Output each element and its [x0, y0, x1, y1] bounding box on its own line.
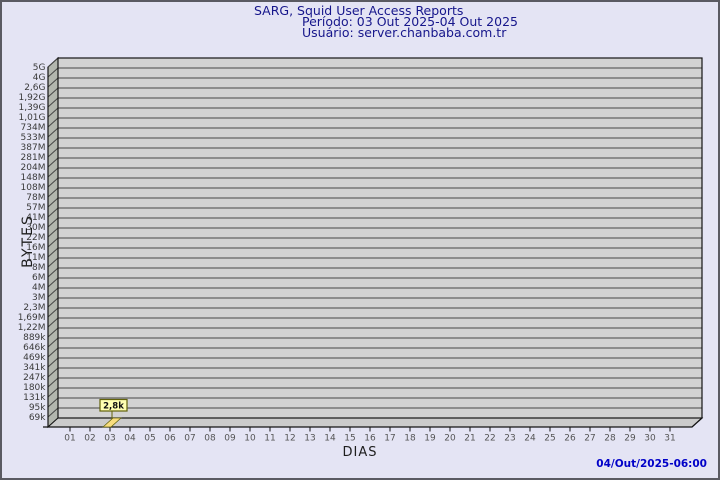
x-tick-label: 03	[104, 434, 115, 444]
y-tick-label: 387M	[21, 143, 46, 153]
y-tick-label: 5G	[33, 63, 46, 73]
x-tick-label: 10	[244, 434, 256, 444]
y-tick-label: 247k	[23, 373, 46, 383]
x-tick-label: 13	[304, 434, 315, 444]
x-tick-label: 31	[664, 434, 675, 444]
plot-floor	[46, 417, 704, 428]
y-tick-connectors	[47, 57, 59, 418]
y-tick-label: 11M	[26, 253, 45, 263]
y-tick-label: 78M	[26, 193, 45, 203]
y-tick-label: 30M	[26, 223, 45, 233]
x-tick-label: 30	[644, 434, 656, 444]
x-tick-labels: 01 02 03 04 05 06 07 08 09 10 11 12 13 14 15 16 17 18 19 20…	[64, 434, 675, 444]
y-tick-label: 1,22M	[18, 323, 46, 333]
x-tick-label: 08	[204, 434, 216, 444]
x-tick-label: 04	[124, 434, 136, 444]
generated-timestamp: 04/Out/2025-06:00	[596, 458, 707, 470]
y-tick-label: 4M	[32, 283, 46, 293]
y-tick-label: 69k	[29, 413, 46, 423]
y-tick-label: 22M	[26, 233, 45, 243]
x-tick-label: 23	[504, 434, 515, 444]
y-grid	[58, 67, 702, 409]
x-tick-label: 20	[444, 434, 456, 444]
x-tick-label: 28	[604, 434, 616, 444]
y-tick-label: 204M	[21, 163, 46, 173]
y-tick-label: 889k	[23, 333, 46, 343]
plot-border	[57, 57, 703, 419]
y-tick-label: 2,3M	[23, 303, 45, 313]
report-period: Período: 03 Out 2025-04 Out 2025	[302, 14, 518, 29]
y-tick-label: 734M	[21, 123, 46, 133]
report-user: Usuário: server.chanbaba.com.tr	[302, 25, 507, 40]
x-tick-label: 14	[324, 434, 336, 444]
x-axis-line	[43, 417, 703, 428]
x-tick-label: 27	[584, 434, 595, 444]
x-tick-label: 06	[164, 434, 176, 444]
y-tick-label: 131k	[23, 393, 46, 403]
y-tick-label: 4G	[33, 73, 46, 83]
x-tick-label: 02	[84, 434, 95, 444]
x-axis-title: DIAS	[342, 445, 378, 460]
x-tick-label: 19	[424, 434, 436, 444]
y-tick-label: 8M	[32, 263, 46, 273]
x-tick-label: 22	[484, 434, 495, 444]
y-tick-label: 533M	[21, 133, 46, 143]
x-tick-label: 18	[404, 434, 416, 444]
y-tick-label: 1,39G	[18, 103, 45, 113]
y-tick-label: 3M	[32, 293, 46, 303]
x-tick-label: 29	[624, 434, 636, 444]
y-tick-label: 2,6G	[24, 83, 45, 93]
y-tick-label: 95k	[29, 403, 46, 413]
y-tick-label: 1,69M	[18, 313, 46, 323]
y-tick-label: 57M	[26, 203, 45, 213]
x-tick-label: 24	[524, 434, 536, 444]
x-tick-label: 11	[264, 434, 275, 444]
y-tick-label: 41M	[26, 213, 45, 223]
y-tick-label: 16M	[26, 243, 45, 253]
y-tick-label: 469k	[23, 353, 46, 363]
data-point-flag: 2,8k	[99, 398, 128, 428]
y-tick-label: 646k	[23, 343, 46, 353]
flag-wedge	[102, 417, 122, 428]
report-title: SARG, Squid User Access Reports	[254, 3, 464, 18]
x-tick-label: 26	[564, 434, 576, 444]
x-tick-label: 17	[384, 434, 395, 444]
x-tick-label: 01	[64, 434, 75, 444]
x-tick-label: 12	[284, 434, 295, 444]
y-tick-labels: 5G4G2,6G1,92G1,39G1,01G734M533M387M281M2…	[18, 63, 47, 423]
y-tick-label: 148M	[21, 173, 46, 183]
x-tick-label: 16	[364, 434, 376, 444]
x-tick-label: 15	[344, 434, 355, 444]
x-ticks	[69, 427, 671, 432]
y-axis-title: BYTES	[20, 214, 36, 268]
y-tick-label: 180k	[23, 383, 46, 393]
y-tick-label: 6M	[32, 273, 46, 283]
y-tick-label: 341k	[23, 363, 46, 373]
y-tick-label: 281M	[21, 153, 46, 163]
y-tick-label: 1,01G	[18, 113, 45, 123]
y-tick-label: 108M	[21, 183, 46, 193]
flag-value-label: 2,8k	[103, 402, 124, 412]
x-tick-label: 21	[464, 434, 475, 444]
x-tick-label: 25	[544, 434, 555, 444]
x-tick-label: 05	[144, 434, 155, 444]
y-tick-label: 1,92G	[18, 93, 45, 103]
x-tick-label: 07	[184, 434, 195, 444]
x-tick-label: 09	[224, 434, 236, 444]
flag-box	[99, 398, 128, 412]
